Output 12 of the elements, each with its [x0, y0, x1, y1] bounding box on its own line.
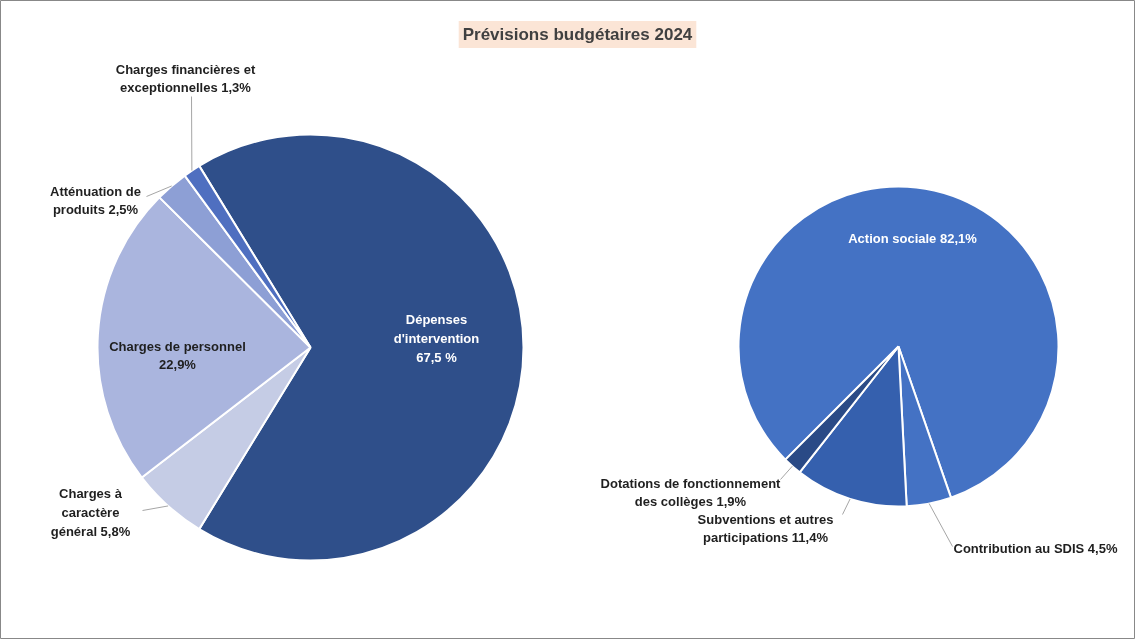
text: Prévisions budgétaires 2024 [462, 25, 693, 44]
slice-label: Charges financières et exceptionnelles 1,3% [115, 61, 256, 96]
slice-label: Dépenses d'intervention [393, 312, 480, 346]
data-label: 22,9% [159, 357, 197, 373]
slice-label: Charges à caractère général 5,8% [50, 486, 131, 539]
data-label: 67,5 % [416, 349, 458, 365]
slice-label: Contribution au SDIS 4,5% [953, 541, 1118, 556]
slice-label: Dotations de fonctionnement des collèges 1,9% [600, 475, 782, 510]
slice-label: Subventions et autres participations 11,4% [697, 511, 834, 546]
slice-label: Charges de personnel [109, 338, 246, 354]
slice-label: Atténuation de produits 2,5% [50, 183, 141, 218]
slice-label: Action sociale 82,1% [848, 231, 978, 246]
